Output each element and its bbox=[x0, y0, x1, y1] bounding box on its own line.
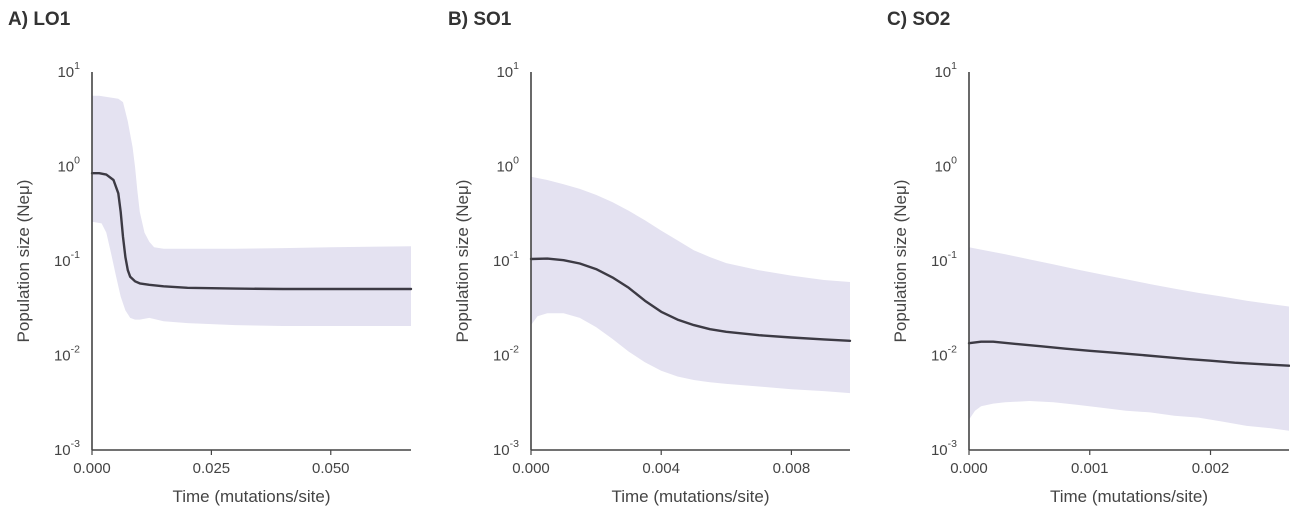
y-tick: 101 bbox=[934, 60, 957, 81]
y-tick-exponent: -2 bbox=[510, 344, 519, 356]
y-tick: 100 bbox=[57, 155, 80, 176]
y-tick-exponent: -1 bbox=[948, 249, 957, 261]
y-tick-label: 10-1 bbox=[54, 249, 80, 270]
x-axis-label: Time (mutations/site) bbox=[611, 487, 769, 506]
y-tick-exponent: -2 bbox=[948, 344, 957, 356]
x-tick-label: 0.000 bbox=[950, 460, 988, 477]
x-axis-label: Time (mutations/site) bbox=[172, 487, 330, 506]
x-tick-label: 0.004 bbox=[642, 460, 680, 477]
confidence-band bbox=[92, 95, 411, 326]
y-tick: 10-1 bbox=[493, 249, 519, 270]
y-tick-label: 10-2 bbox=[493, 344, 519, 365]
y-tick: 10-2 bbox=[493, 344, 519, 365]
y-tick-exponent: 1 bbox=[74, 60, 80, 72]
y-tick: 10-3 bbox=[931, 438, 957, 459]
y-tick-exponent: -3 bbox=[510, 438, 519, 450]
y-tick-label: 101 bbox=[496, 60, 519, 81]
y-tick: 10-3 bbox=[54, 438, 80, 459]
y-tick-label: 10-2 bbox=[931, 344, 957, 365]
y-tick-base: 10 bbox=[493, 442, 510, 459]
y-tick-exponent: -2 bbox=[71, 344, 80, 356]
y-tick-exponent: -3 bbox=[948, 438, 957, 450]
y-tick-exponent: 1 bbox=[513, 60, 519, 72]
x-tick-label: 0.000 bbox=[73, 460, 111, 477]
y-tick: 10-2 bbox=[54, 344, 80, 365]
x-tick-label: 0.050 bbox=[312, 460, 350, 477]
y-tick-label: 10-2 bbox=[54, 344, 80, 365]
y-tick-base: 10 bbox=[57, 159, 74, 176]
y-tick-base: 10 bbox=[934, 159, 951, 176]
x-tick-label: 0.002 bbox=[1192, 460, 1230, 477]
y-tick-label: 10-1 bbox=[493, 249, 519, 270]
y-tick: 10-3 bbox=[493, 438, 519, 459]
y-axis-label: Population size (Neμ) bbox=[453, 180, 472, 343]
y-tick-base: 10 bbox=[54, 253, 71, 270]
y-tick: 101 bbox=[496, 60, 519, 81]
y-tick-exponent: 0 bbox=[513, 155, 519, 167]
y-tick: 101 bbox=[57, 60, 80, 81]
y-tick-base: 10 bbox=[931, 253, 948, 270]
y-tick-label: 101 bbox=[57, 60, 80, 81]
y-tick-base: 10 bbox=[54, 348, 71, 365]
y-tick-label: 100 bbox=[934, 155, 957, 176]
median-line bbox=[90, 172, 413, 291]
median-line bbox=[529, 257, 852, 342]
y-tick-label: 100 bbox=[496, 155, 519, 176]
y-tick: 10-1 bbox=[54, 249, 80, 270]
y-tick-base: 10 bbox=[496, 159, 513, 176]
y-tick-base: 10 bbox=[493, 253, 510, 270]
y-tick-base: 10 bbox=[57, 64, 74, 81]
panel-title: B) SO1 bbox=[448, 9, 512, 30]
x-tick-label: 0.025 bbox=[193, 460, 231, 477]
confidence-band bbox=[531, 176, 850, 394]
confidence-band bbox=[969, 247, 1289, 431]
x-tick-label: 0.008 bbox=[773, 460, 811, 477]
y-tick-label: 10-1 bbox=[931, 249, 957, 270]
y-tick-exponent: -1 bbox=[71, 249, 80, 261]
y-tick-label: 10-3 bbox=[493, 438, 519, 459]
y-tick-exponent: 0 bbox=[951, 155, 957, 167]
y-tick-base: 10 bbox=[496, 64, 513, 81]
y-tick-label: 10-3 bbox=[54, 438, 80, 459]
x-tick-label: 0.001 bbox=[1071, 460, 1109, 477]
y-tick: 10-1 bbox=[931, 249, 957, 270]
y-tick: 10-2 bbox=[931, 344, 957, 365]
panel-title: A) LO1 bbox=[8, 9, 71, 30]
y-tick-label: 100 bbox=[57, 155, 80, 176]
y-tick-exponent: -1 bbox=[510, 249, 519, 261]
panel-title: C) SO2 bbox=[887, 9, 950, 30]
y-tick-exponent: -3 bbox=[71, 438, 80, 450]
y-tick-base: 10 bbox=[54, 442, 71, 459]
y-tick-label: 10-3 bbox=[931, 438, 957, 459]
y-tick-base: 10 bbox=[931, 442, 948, 459]
y-tick-base: 10 bbox=[493, 348, 510, 365]
y-tick: 100 bbox=[934, 155, 957, 176]
y-tick-base: 10 bbox=[931, 348, 948, 365]
x-axis-label: Time (mutations/site) bbox=[1050, 487, 1208, 506]
y-tick-label: 101 bbox=[934, 60, 957, 81]
y-tick: 100 bbox=[496, 155, 519, 176]
y-tick-base: 10 bbox=[934, 64, 951, 81]
y-tick-exponent: 1 bbox=[951, 60, 957, 72]
y-axis-label: Population size (Neμ) bbox=[891, 180, 910, 343]
y-axis-label: Population size (Neμ) bbox=[14, 180, 33, 343]
median-line bbox=[967, 340, 1290, 367]
y-tick-exponent: 0 bbox=[74, 155, 80, 167]
x-tick-label: 0.000 bbox=[512, 460, 550, 477]
